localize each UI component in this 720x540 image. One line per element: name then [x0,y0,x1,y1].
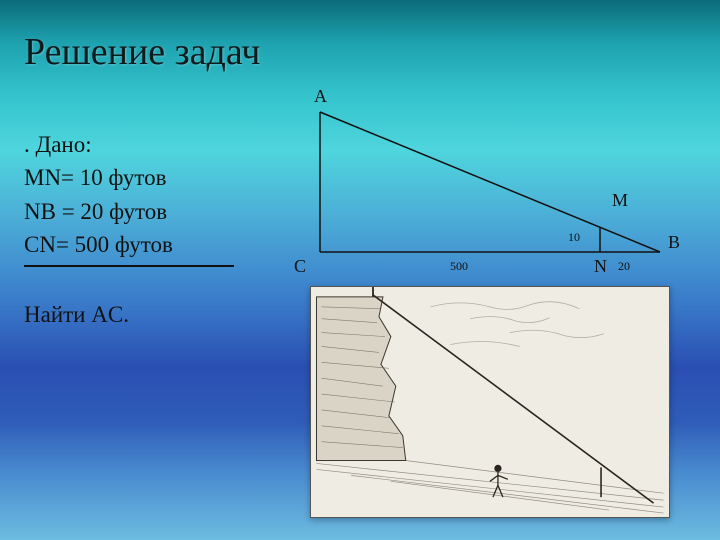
triangle-svg [300,112,700,282]
label-A: A [314,86,327,107]
label-C: C [294,256,306,277]
given-line-2: NB = 20 футов [24,195,234,228]
label-B: B [668,232,680,253]
given-block: . Дано: MN= 10 футов NB = 20 футов CN= 5… [24,128,234,267]
given-lead: . Дано: [24,128,234,161]
dim-CN: 500 [450,259,468,274]
given-line-1: MN= 10 футов [24,161,234,194]
dim-MN: 10 [568,230,580,245]
find-line: Найти AC. [24,302,129,328]
given-rule [24,265,234,267]
illustration-svg [311,287,669,517]
label-M: M [612,190,628,211]
dim-NB: 20 [618,259,630,274]
illustration [310,286,670,518]
triangle-diagram: A C B M N 10 20 500 [300,112,700,282]
label-N: N [594,256,607,277]
given-line-3: CN= 500 футов [24,228,234,261]
page-title: Решение задач [24,30,260,74]
